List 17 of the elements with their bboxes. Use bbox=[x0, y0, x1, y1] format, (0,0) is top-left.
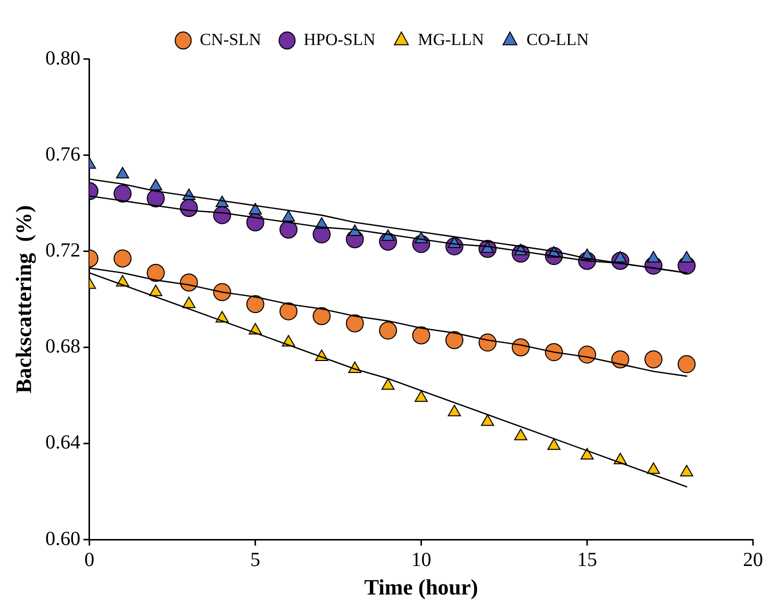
legend-label: MG-LLN bbox=[418, 30, 484, 49]
y-tick-label: 0.64 bbox=[45, 432, 80, 454]
y-tick-label: 0.72 bbox=[45, 239, 80, 262]
x-tick-label: 5 bbox=[250, 548, 260, 571]
x-tick-label: 10 bbox=[411, 548, 432, 571]
legend-label: CN-SLN bbox=[200, 30, 262, 49]
y-tick-label: 0.60 bbox=[45, 528, 80, 550]
x-axis-title: Time (hour) bbox=[364, 574, 478, 600]
y-tick-label: 0.76 bbox=[45, 143, 80, 166]
x-tick-label: 20 bbox=[743, 548, 763, 571]
x-tick-label: 0 bbox=[84, 548, 94, 571]
legend-label: HPO-SLN bbox=[304, 30, 376, 49]
legend-label: CO-LLN bbox=[526, 30, 589, 49]
y-axis-title: Backscattering (%) bbox=[10, 205, 36, 394]
y-tick-label: 0.68 bbox=[45, 336, 80, 358]
y-tick-label: 0.80 bbox=[45, 47, 80, 70]
x-tick-label: 15 bbox=[577, 548, 598, 571]
